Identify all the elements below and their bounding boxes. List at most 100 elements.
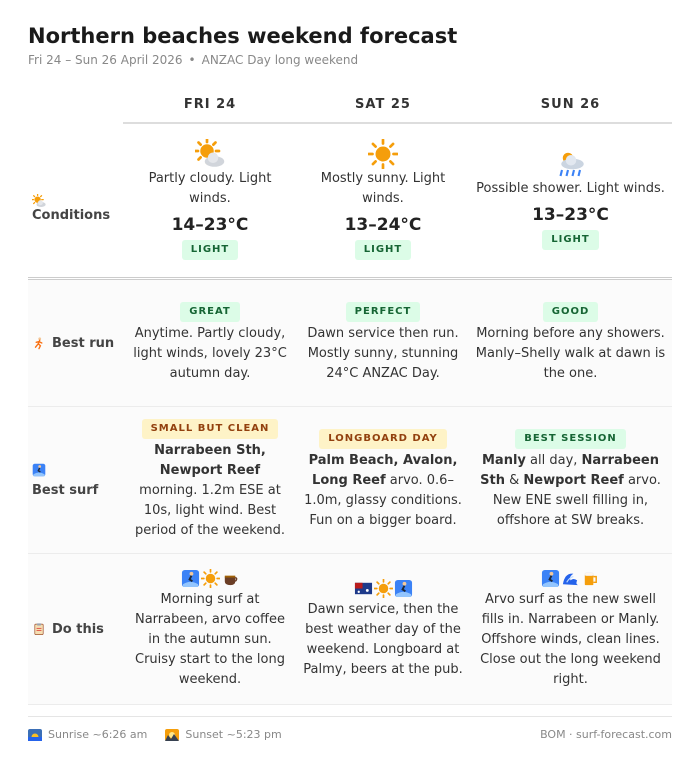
day-label: SUN 26 [469, 88, 672, 124]
row-label-text: Do this [52, 621, 104, 637]
cell: Morning surf at Narrabeen, arvo coffee i… [123, 554, 297, 704]
title: Northern beaches weekend forecast [28, 24, 458, 48]
header-row: FRI 24 SAT 25 SUN 26 [28, 88, 672, 124]
cell-text: Anytime. Partly cloudy, light winds, lov… [129, 324, 291, 384]
row-icon [34, 337, 43, 350]
row-icon [32, 463, 46, 476]
row-label-text: Best run [52, 335, 115, 351]
footer: Sunrise ~6:26 am Sunset ~5:23 pm BOM · s… [28, 716, 672, 741]
badge: BEST SESSION [515, 429, 626, 449]
badge: PERFECT [345, 302, 421, 322]
cell-text: Palm Beach, Avalon, Long Reef arvo. 0.6–… [303, 451, 463, 531]
sunset: Sunset ~5:23 pm [165, 728, 282, 741]
subtitle: Fri 24 – Sun 26 April 2026 • ANZAC Day lon… [28, 53, 358, 67]
summary: Partly cloudy. Light winds. [148, 171, 272, 206]
corner [28, 88, 123, 124]
day-label: FRI 24 [123, 88, 297, 124]
place-name: Newport Reef [523, 473, 624, 488]
cell-text: Manly all day, Narrabeen Sth & Newport R… [475, 451, 666, 531]
place-name: Narrabeen Sth [480, 453, 659, 488]
cell: GREAT Anytime. Partly cloudy, light winds… [123, 280, 297, 406]
sunrise: Sunrise ~6:26 am [28, 728, 147, 741]
sunset-icon [165, 728, 180, 741]
row-3: Do this Morning surf at Narrabeen, arvo c… [28, 554, 672, 705]
text: Morning before any showers. Manly–Shelly… [475, 326, 666, 381]
activity-icon [354, 582, 372, 594]
text: morning. 1.2m ESE at 10s, light wind. Be… [135, 483, 285, 538]
badge: GREAT [180, 302, 240, 322]
text: arvo. 0.6–1.0m, glassy conditions. Fun o… [304, 473, 462, 528]
cell: PERFECT Dawn service then run. Mostly sun… [297, 280, 469, 406]
row-label-text: Conditions [32, 208, 111, 223]
activity-icon [181, 569, 199, 587]
activity-icon [541, 569, 560, 587]
row-label-inner: Best run [32, 336, 123, 351]
row-label: Best surf [28, 407, 123, 553]
cell-text: Morning surf at Narrabeen, arvo coffee i… [129, 590, 291, 690]
row-label-inner [32, 194, 123, 208]
row-1: Best run GREAT Anytime. Partly cloudy, lig… [28, 280, 672, 407]
text: Anytime. Partly cloudy, light winds, lov… [133, 326, 287, 381]
text: arvo. New ENE swell filling in, offshore… [492, 473, 661, 528]
badge: LIGHT [181, 240, 239, 260]
cell-text: Dawn service, then the best weather day … [303, 600, 463, 680]
place-name: Palm Beach, Avalon, Long Reef [308, 453, 458, 488]
row-label: Do this [28, 554, 123, 704]
activity-icon [584, 572, 597, 585]
cell: Arvo surf as the new swell fills in. Nar… [469, 554, 672, 704]
text: Morning surf at Narrabeen, arvo coffee i… [134, 592, 285, 687]
activity-icons [354, 578, 413, 598]
row-label: Conditions [28, 124, 123, 277]
text: Dawn service, then the best weather day … [303, 602, 463, 677]
temperature: 13–24°C [344, 215, 422, 235]
separator: • [188, 53, 196, 67]
cell: SMALL BUT CLEAN Narrabeen Sth, Newport Re… [123, 407, 297, 553]
sunrise-text: Sunrise ~6:26 am [48, 728, 148, 741]
cell-text: Arvo surf as the new swell fills in. Nar… [475, 590, 666, 690]
badge: LIGHT [542, 230, 599, 250]
badge: LIGHT [354, 240, 412, 260]
activity-icons [541, 568, 600, 588]
sun-times: Sunrise ~6:26 am Sunset ~5:23 pm [28, 728, 282, 741]
summary: Possible shower. Light winds. [476, 181, 665, 196]
activity-icons [181, 568, 240, 588]
cell: Partly cloudy. Light winds. 14–23°C LIGHT [123, 124, 297, 277]
sunrise-icon [28, 728, 42, 741]
cell-text: Narrabeen Sth, Newport Reef morning. 1.2… [129, 441, 291, 541]
cell: LONGBOARD DAY Palm Beach, Avalon, Long Re… [297, 407, 469, 553]
source: BOM · surf-forecast.com [540, 728, 672, 741]
place-name: Manly [482, 453, 526, 468]
activity-icon [224, 575, 237, 585]
note: ANZAC Day long weekend [201, 53, 359, 67]
cell: Mostly sunny. Light winds. 13–24°C LIGHT [297, 124, 469, 277]
activity-icon [373, 578, 393, 598]
summary: Mostly sunny. Light winds. [320, 171, 446, 206]
row-2: Best surf SMALL BUT CLEAN Narrabeen Sth, N… [28, 407, 672, 554]
badge: GOOD [542, 302, 599, 322]
activity-icon [200, 568, 220, 588]
row-label-inner: Best surf [32, 463, 102, 498]
badge: LONGBOARD DAY [319, 429, 447, 449]
cell-text: Morning before any showers. Manly–Shelly… [475, 324, 666, 384]
text: Arvo surf as the new swell fills in. Nar… [480, 592, 661, 687]
forecast-table: FRI 24 SAT 25 SUN 26 Conditions Partly cloud… [28, 88, 672, 705]
text: Dawn service then run. Mostly sunny, stu… [307, 326, 459, 381]
temperature: 13–23°C [532, 205, 609, 225]
badge: SMALL BUT CLEAN [141, 419, 279, 439]
row-icon [34, 623, 44, 635]
sunset-text: Sunset ~5:23 pm [185, 728, 282, 741]
text: all day, [525, 453, 582, 468]
date-range: Fri 24 – Sun 26 April 2026 [28, 53, 183, 67]
cell-text: Dawn service then run. Mostly sunny, stu… [303, 324, 463, 384]
cell: BEST SESSION Manly all day, Narrabeen Sth… [469, 407, 672, 553]
place-name: Narrabeen Sth, Newport Reef [154, 443, 266, 478]
cell: GOOD Morning before any showers. Manly–Sh… [469, 280, 672, 406]
row-label-inner: Do this [32, 622, 123, 637]
row-label-text: Best surf [32, 482, 99, 498]
weather-icon [368, 139, 398, 169]
cell: Dawn service, then the best weather day … [297, 554, 469, 704]
cell: Possible shower. Light winds. 13–23°C LIGH… [469, 124, 672, 277]
row-icon [32, 194, 46, 207]
activity-icon [394, 579, 412, 597]
